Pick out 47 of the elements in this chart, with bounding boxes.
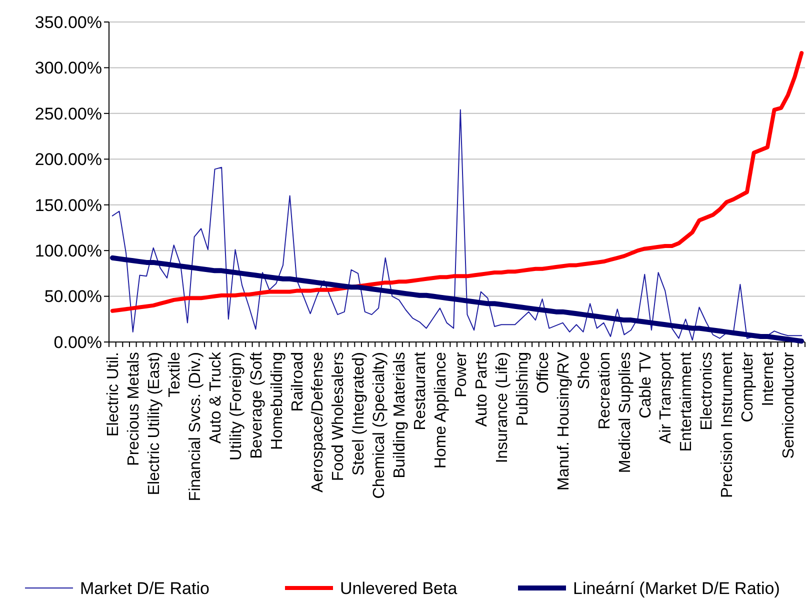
x-tick-label: Cable TV xyxy=(637,352,654,418)
legend-label: Lineární (Market D/E Ratio) xyxy=(573,578,780,598)
x-tick-label: Internet xyxy=(760,351,778,406)
x-tick-label: Insurance (Life) xyxy=(494,352,511,464)
x-tick-label: Medical Supplies xyxy=(616,352,634,473)
x-tick-label: Textile xyxy=(166,352,184,398)
x-tick-label: Electric Util. xyxy=(105,352,122,436)
y-tick-label: 150.00% xyxy=(34,196,102,215)
x-tick-label: Aerospace/Defense xyxy=(310,352,327,493)
x-tick-label: Chemical (Specialty) xyxy=(371,352,388,499)
x-tick-label: Entertainment xyxy=(678,351,696,452)
x-tick-label: Shoe xyxy=(576,352,593,390)
x-tick-label: Food Wholesalers xyxy=(330,352,348,481)
x-tick-label: Steel (Integrated) xyxy=(350,352,368,476)
x-tick-label: Utility (Foreign) xyxy=(228,352,245,460)
x-tick-label: Publishing xyxy=(514,352,532,426)
x-tick-label: Home Appliance xyxy=(432,352,450,469)
x-tick-label: Financial Svcs. (Div.) xyxy=(186,352,204,502)
y-tick-label: 300.00% xyxy=(34,58,102,78)
x-tick-label: Restaurant xyxy=(412,351,430,430)
legend-label: Unlevered Beta xyxy=(340,578,458,598)
legend-label: Market D/E Ratio xyxy=(80,578,210,598)
x-tick-label: Precious Metals xyxy=(125,352,142,466)
y-tick-label: 100.00% xyxy=(34,242,102,261)
line-series xyxy=(112,109,802,341)
y-tick-label: 200.00% xyxy=(34,150,102,170)
x-tick-label: Electric Utility (East) xyxy=(146,352,163,496)
y-tick-label: 50.00% xyxy=(44,287,102,306)
x-tick-label: Beverage (Soft xyxy=(248,351,266,459)
x-tick-label: Precision Instrument xyxy=(719,351,736,498)
x-tick-label: Office xyxy=(534,352,552,394)
x-tick-label: Power xyxy=(453,351,470,398)
y-tick-label: 350.00% xyxy=(34,12,102,32)
x-tick-label: Computer xyxy=(740,351,757,422)
x-tick-label: Railroad xyxy=(289,352,306,412)
x-tick-label: Auto & Truck xyxy=(207,351,224,444)
x-tick-label: Building Materials xyxy=(392,352,409,478)
line-series xyxy=(110,51,804,313)
y-tick-label: 250.00% xyxy=(34,104,102,124)
x-tick-label: Semiconductor xyxy=(780,351,798,459)
x-tick-label: Air Transport xyxy=(658,351,675,444)
x-tick-label: Manuf. Housing/RV xyxy=(555,352,572,490)
x-tick-label: Auto Parts xyxy=(473,352,490,427)
x-tick-label: Homebuilding xyxy=(268,352,286,450)
x-tick-label: Electronics xyxy=(698,352,716,430)
x-tick-label: Recreation xyxy=(596,352,614,430)
y-tick-label: 0.00% xyxy=(54,332,102,352)
